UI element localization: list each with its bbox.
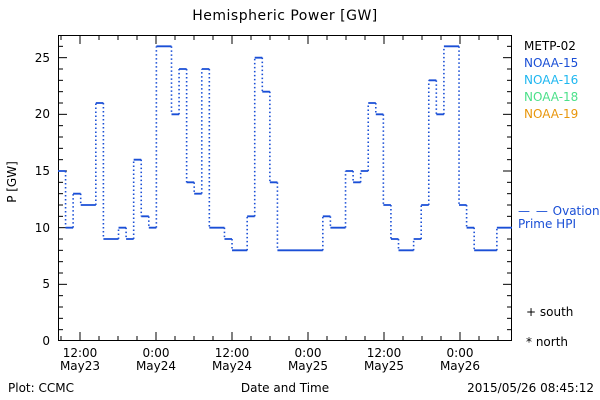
y-tick-label: 5	[42, 277, 50, 292]
x-tick-label: 12:00 May24	[192, 347, 272, 373]
legend-item-noaa-15[interactable]: NOAA-15	[524, 56, 579, 70]
x-tick-time: 12:00	[214, 346, 250, 360]
marker-legend-south: + south	[526, 297, 600, 327]
south-marker-icon: +	[526, 305, 537, 319]
plot-canvas	[58, 35, 512, 341]
marker-legend-label: north	[535, 335, 569, 349]
north-marker-icon: *	[526, 335, 532, 349]
marker-legend-north: * north	[526, 327, 600, 357]
y-tick-label: 10	[34, 220, 50, 235]
data-series-group	[58, 45, 512, 252]
x-tick-marks	[60, 35, 499, 341]
legend-item-noaa-16[interactable]: NOAA-16	[524, 73, 579, 87]
x-tick-date: May24	[135, 359, 177, 373]
y-tick-label: 15	[34, 164, 50, 178]
y-tick-label: 20	[34, 107, 50, 122]
x-tick-label: 0:00 May26	[420, 347, 500, 373]
ovation-dash-icon: — —	[518, 204, 549, 218]
x-tick-label: 12:00 May25	[344, 347, 424, 373]
chart-title: Hemispheric Power [GW]	[192, 8, 378, 24]
timestamp: 2015/05/26 08:45:12	[467, 381, 594, 395]
legend-item-noaa-19[interactable]: NOAA-19	[524, 107, 579, 121]
x-tick-time: 0:00	[294, 346, 322, 360]
y-tick-label: 0	[42, 334, 50, 348]
x-tick-date: May24	[211, 359, 253, 373]
marker-legend: + south * north	[526, 297, 600, 357]
marker-legend-label: south	[539, 305, 574, 319]
y-tick-label: 25	[34, 50, 50, 65]
y-tick-marks	[58, 35, 512, 341]
x-tick-label: 0:00 May24	[116, 347, 196, 373]
x-tick-date: May26	[439, 359, 481, 373]
plot-credit: Plot: CCMC	[8, 381, 74, 395]
ovation-prime-hpi-legend: — — Ovation Prime HPI	[518, 205, 600, 231]
x-axis-title: Date and Time	[240, 381, 330, 395]
x-tick-time: 0:00	[446, 346, 474, 360]
x-tick-date: May25	[287, 359, 329, 373]
ovation-label-line2: Prime HPI	[518, 217, 576, 231]
ovation-label-line1: Ovation	[552, 204, 600, 218]
legend-item-metp-02[interactable]: METP-02	[524, 39, 576, 53]
legend-item-noaa-18[interactable]: NOAA-18	[524, 90, 579, 104]
x-tick-time: 12:00	[366, 346, 402, 360]
x-tick-date: May23	[59, 359, 101, 373]
x-tick-date: May25	[363, 359, 405, 373]
x-tick-label: 12:00 May23	[40, 347, 120, 373]
x-tick-label: 0:00 May25	[268, 347, 348, 373]
series-legend: METP-02 NOAA-15 NOAA-16 NOAA-18 NOAA-19	[524, 38, 600, 123]
y-axis-tick-labels: 0 5 10 15 20 25	[14, 35, 50, 348]
series-line-noaa-15	[58, 45, 512, 252]
x-tick-time: 0:00	[142, 346, 170, 360]
x-tick-time: 12:00	[62, 346, 98, 360]
plot-area	[58, 35, 512, 341]
plot-frame	[58, 35, 512, 341]
series-connector-noaa-15	[64, 46, 498, 251]
